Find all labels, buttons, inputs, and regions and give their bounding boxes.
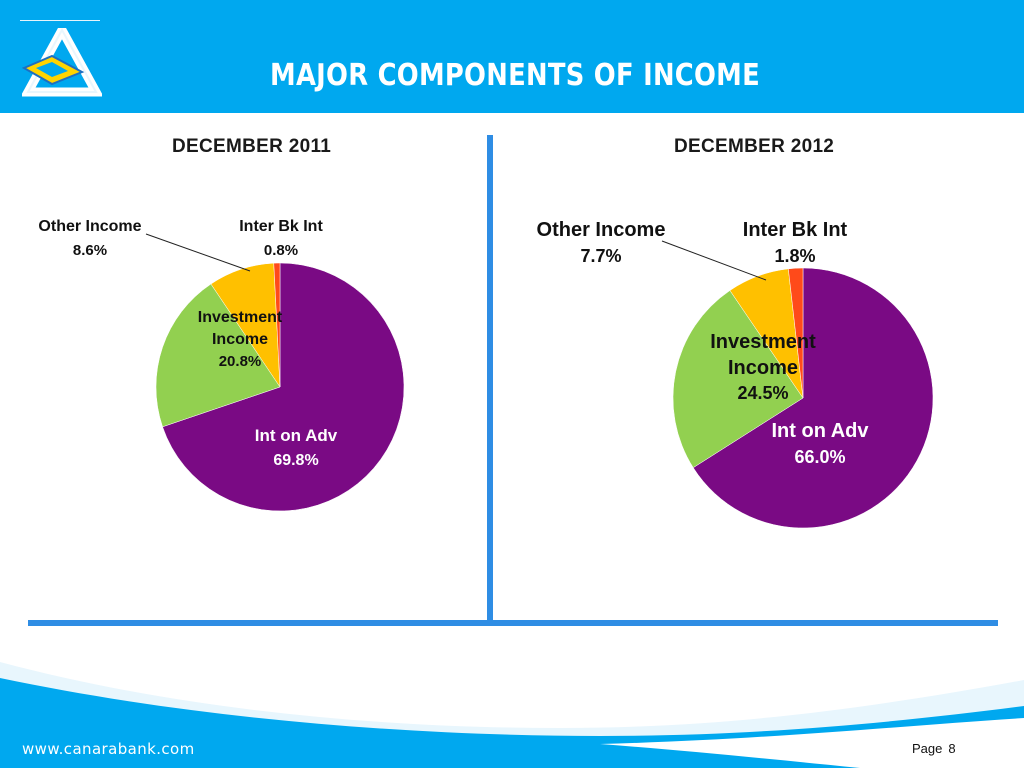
pie-chart-dec-2011 [155,262,405,512]
label-investment-2011-line2: Income [212,331,268,348]
pie-slice-inter-bk-int-2012 [788,267,804,399]
pie-slice-int-on-adv-2011 [162,262,405,512]
canara-bank-logo-icon [20,20,102,102]
horizontal-divider [28,620,998,626]
page-label: Page [912,741,943,756]
footer-wave [0,662,1024,768]
label-investment-2012-line2: Income [728,357,798,379]
pie-charts-canvas: Other Income 8.6% Inter Bk Int 0.8% Inve… [38,218,934,529]
value-other-income-2012: 7.7% [580,246,621,266]
label-inter-bk-int-2011: Inter Bk Int [239,218,323,235]
label-other-income-2011: Other Income [38,218,141,235]
value-inter-bk-int-2011: 0.8% [264,242,298,259]
footer-url-link[interactable]: www.canarabank.com [22,740,195,758]
chart-title-dec-2012: DECEMBER 2012 [674,136,835,157]
pie-slice-inter-bk-int-2011 [273,262,281,388]
pie-slice-investment-income-2012 [672,290,804,469]
value-other-income-2011: 8.6% [73,242,107,259]
page-title: MAJOR COMPONENTS OF INCOME [270,58,760,93]
label-other-income-2012: Other Income [537,219,666,241]
label-inter-bk-int-2012: Inter Bk Int [743,219,848,241]
leader-line-other-income-2012 [661,240,767,281]
value-int-on-adv-2011: 69.8% [273,452,318,469]
vertical-divider [487,135,493,622]
value-investment-2012: 24.5% [737,383,788,403]
label-int-on-adv-2012: Int on Adv [771,420,869,442]
label-int-on-adv-2011: Int on Adv [255,426,338,445]
chart-title-dec-2011: DECEMBER 2011 [172,136,332,157]
value-investment-2011: 20.8% [219,353,262,370]
leader-line-other-income-2011 [145,233,251,272]
page-number-value: 8 [948,741,956,756]
pie-slice-int-on-adv-2012 [692,267,934,529]
header-banner: MAJOR COMPONENTS OF INCOME [0,0,1024,113]
pie-chart-dec-2012 [672,267,934,529]
value-int-on-adv-2012: 66.0% [794,447,845,467]
label-investment-2012-line1: Investment [710,331,816,353]
label-investment-2011-line1: Investment [198,309,283,326]
page-number: Page 8 [912,741,956,756]
pie-slice-investment-income-2011 [155,283,281,428]
value-inter-bk-int-2012: 1.8% [774,246,815,266]
